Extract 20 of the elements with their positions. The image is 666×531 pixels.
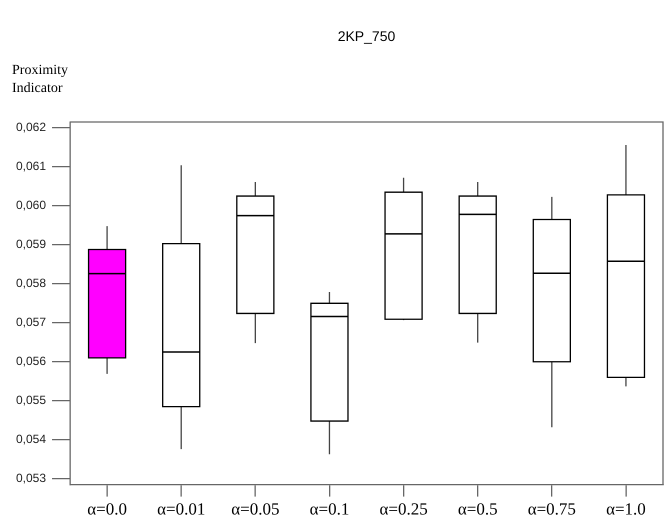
y-tick-label: 0,061 xyxy=(16,159,46,174)
x-tick-label: α=0.1 xyxy=(310,499,350,518)
x-tick-label: α=1.0 xyxy=(606,499,646,518)
y-tick-label: 0,058 xyxy=(16,276,46,290)
x-tick-label: α=0.0 xyxy=(87,499,127,518)
y-tick-label: 0,060 xyxy=(16,198,46,212)
x-tick-label: α=0.75 xyxy=(528,499,576,518)
y-tick-label: 0,054 xyxy=(16,432,46,446)
y-axis-title: Proximity Indicator xyxy=(12,62,70,98)
x-tick-label: α=0.01 xyxy=(157,499,206,518)
y-tick-label: 0,055 xyxy=(16,393,46,408)
y-tick-label: 0,053 xyxy=(16,471,46,486)
y-tick-label: 0,057 xyxy=(16,315,46,330)
y-tick-label: 0,062 xyxy=(16,120,46,134)
x-tick-label: α=0.05 xyxy=(231,499,280,518)
y-tick-label: 0,059 xyxy=(16,237,46,252)
chart-title: 2KP_750 xyxy=(336,28,396,44)
y-tick-label: 0,056 xyxy=(16,354,46,368)
x-tick-label: α=0.25 xyxy=(379,499,428,518)
x-tick-label: α=0.5 xyxy=(458,499,498,518)
